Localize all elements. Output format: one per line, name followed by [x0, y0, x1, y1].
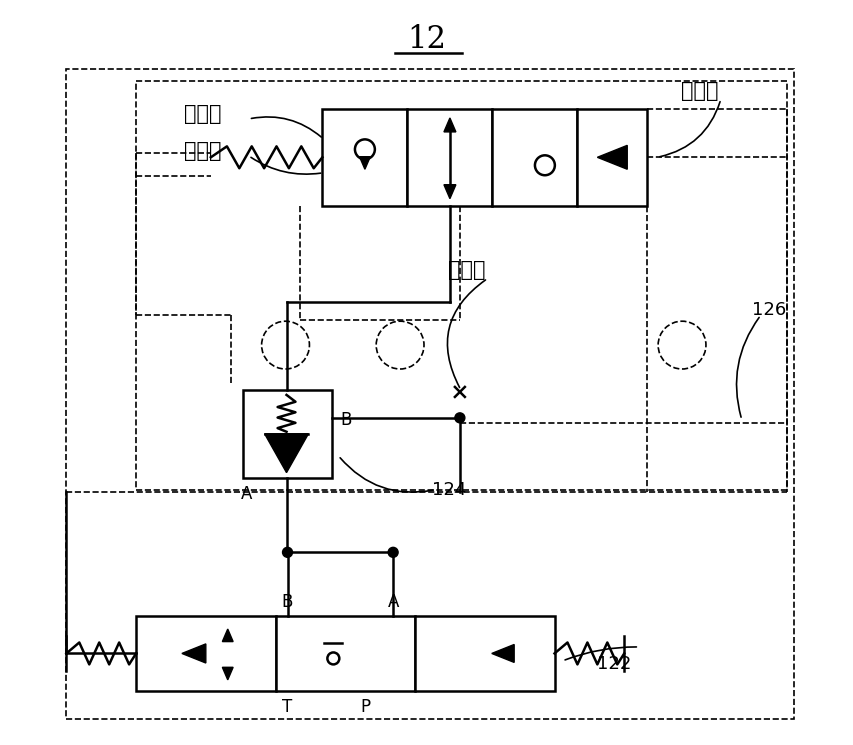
Text: 第四端: 第四端: [680, 81, 717, 101]
Bar: [407, 109, 492, 206]
Text: P: P: [360, 698, 370, 716]
Text: B: B: [281, 593, 293, 611]
Text: 第三端: 第三端: [447, 261, 485, 280]
Circle shape: [282, 548, 293, 557]
Bar: [577, 109, 647, 206]
Polygon shape: [444, 185, 456, 199]
Bar: [136, 616, 276, 691]
Circle shape: [455, 413, 464, 423]
Polygon shape: [444, 118, 456, 132]
Bar: [322, 109, 407, 206]
Bar: [136, 81, 786, 489]
Bar: [242, 390, 332, 478]
Text: B: B: [340, 410, 351, 429]
Text: T: T: [282, 698, 293, 716]
Polygon shape: [491, 644, 514, 662]
Polygon shape: [182, 644, 206, 663]
Text: 第二端: 第二端: [183, 141, 221, 161]
Bar: [276, 616, 415, 691]
Polygon shape: [264, 434, 308, 472]
Text: 124: 124: [432, 481, 466, 498]
Polygon shape: [359, 156, 370, 169]
Text: 122: 122: [596, 655, 631, 673]
Text: 126: 126: [751, 301, 785, 320]
Bar: [67, 69, 792, 719]
Polygon shape: [222, 629, 233, 641]
Text: 第一端: 第一端: [183, 104, 221, 124]
Text: 12: 12: [407, 24, 446, 54]
Polygon shape: [222, 668, 233, 680]
Text: A: A: [387, 593, 398, 611]
Bar: [492, 109, 577, 206]
Polygon shape: [596, 145, 626, 169]
Text: A: A: [241, 484, 252, 503]
Circle shape: [388, 548, 397, 557]
Bar: [415, 616, 554, 691]
